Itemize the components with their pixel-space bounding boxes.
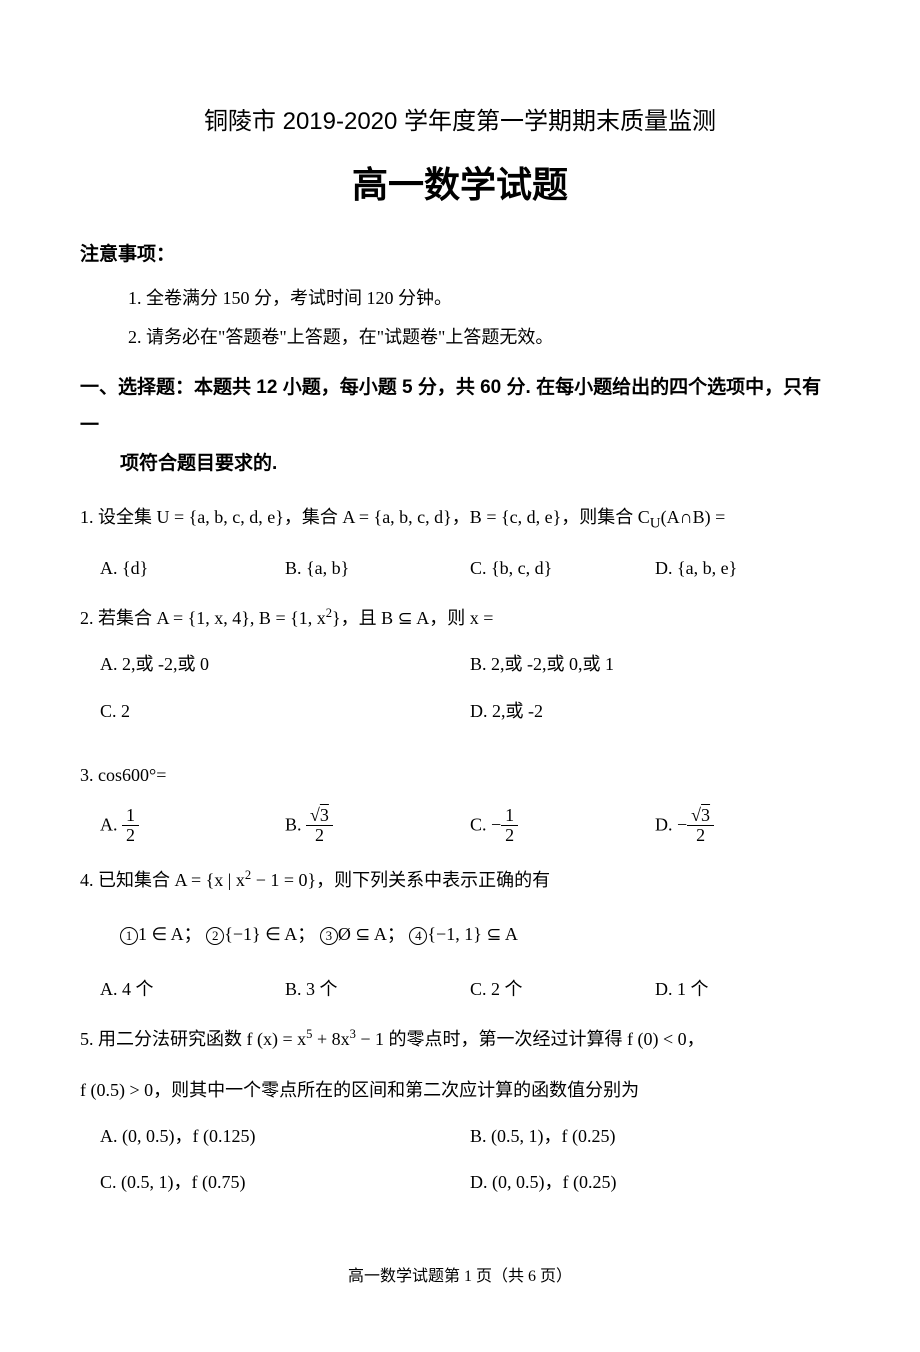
q3-b-label: B. bbox=[285, 814, 306, 834]
q5-opt-c: C. (0.5, 1)，f (0.75) bbox=[100, 1166, 470, 1198]
q3-a-num: 1 bbox=[122, 806, 139, 827]
circled-4-icon: 4 bbox=[409, 927, 427, 945]
question-2: 2. 若集合 A = {1, x, 4}, B = {1, x2}，且 B ⊆ … bbox=[80, 602, 840, 634]
q4-s3: Ø ⊆ A； bbox=[338, 924, 405, 944]
question-1: 1. 设全集 U = {a, b, c, d, e}，集合 A = {a, b,… bbox=[80, 501, 840, 538]
q1-stem-prefix: 1. 设全集 U = {a, b, c, d, e}，集合 A = {a, b,… bbox=[80, 507, 650, 527]
q1-stem-sub: U bbox=[650, 516, 661, 532]
q3-opt-a: A. 12 bbox=[100, 806, 285, 847]
question-3: 3. cos600°= bbox=[80, 759, 840, 791]
q5-l1-prefix: 5. 用二分法研究函数 f (x) = x bbox=[80, 1029, 306, 1049]
section-1-heading: 一、选择题：本题共 12 小题，每小题 5 分，共 60 分. 在每小题给出的四… bbox=[80, 369, 840, 483]
q3-opt-c: C. −12 bbox=[470, 806, 655, 847]
q3-a-label: A. bbox=[100, 814, 122, 834]
q3-b-den: 2 bbox=[306, 826, 333, 846]
q4-opt-a: A. 4 个 bbox=[100, 973, 285, 1005]
q3-b-num: √3 bbox=[306, 806, 333, 827]
q5-l1-suffix: − 1 的零点时，第一次经过计算得 f (0) < 0， bbox=[356, 1029, 705, 1049]
q4-opt-d: D. 1 个 bbox=[655, 973, 840, 1005]
q5-opt-a: A. (0, 0.5)，f (0.125) bbox=[100, 1120, 470, 1152]
q3-options: A. 12 B. √32 C. −12 D. −√32 bbox=[100, 806, 840, 847]
q3-d-den: 2 bbox=[687, 826, 714, 846]
q5-opt-b: B. (0.5, 1)，f (0.25) bbox=[470, 1120, 840, 1152]
q4-s1: 1 ∈ A； bbox=[138, 924, 202, 944]
q4-stem-prefix: 4. 已知集合 A = {x | x bbox=[80, 870, 245, 890]
q5-l1-mid: + 8x bbox=[312, 1029, 349, 1049]
q2-opt-c: C. 2 bbox=[100, 695, 470, 727]
circled-2-icon: 2 bbox=[206, 927, 224, 945]
q1-opt-c: C. {b, c, d} bbox=[470, 552, 655, 584]
question-4: 4. 已知集合 A = {x | x2 − 1 = 0}，则下列关系中表示正确的… bbox=[80, 864, 840, 896]
q5-options: A. (0, 0.5)，f (0.125) B. (0.5, 1)，f (0.2… bbox=[100, 1120, 840, 1213]
question-5-line2: f (0.5) > 0，则其中一个零点所在的区间和第二次应计算的函数值分别为 bbox=[80, 1074, 840, 1106]
q3-d-num: √3 bbox=[687, 806, 714, 827]
q1-opt-a: A. {d} bbox=[100, 552, 285, 584]
q2-stem-prefix: 2. 若集合 A = {1, x, 4}, B = {1, x bbox=[80, 608, 326, 628]
q3-c-num: 1 bbox=[501, 806, 518, 827]
notice-heading: 注意事项： bbox=[80, 238, 840, 272]
q4-stem-suffix: − 1 = 0}，则下列关系中表示正确的有 bbox=[251, 870, 550, 890]
q4-opt-b: B. 3 个 bbox=[285, 973, 470, 1005]
q1-stem-suffix: (A∩B) = bbox=[661, 507, 726, 527]
q3-c-label: C. − bbox=[470, 814, 501, 834]
question-5: 5. 用二分法研究函数 f (x) = x5 + 8x3 − 1 的零点时，第一… bbox=[80, 1023, 840, 1055]
circled-3-icon: 3 bbox=[320, 927, 338, 945]
section-1-line2: 项符合题目要求的. bbox=[120, 453, 277, 474]
q3-opt-b: B. √32 bbox=[285, 806, 470, 847]
q4-s2: {−1} ∈ A； bbox=[224, 924, 315, 944]
q4-statements: 11 ∈ A； 2{−1} ∈ A； 3Ø ⊆ A； 4{−1, 1} ⊆ A bbox=[120, 918, 840, 950]
q1-opt-d: D. {a, b, e} bbox=[655, 552, 840, 584]
exam-title: 高一数学试题 bbox=[80, 153, 840, 218]
q3-a-den: 2 bbox=[122, 826, 139, 846]
q4-opt-c: C. 2 个 bbox=[470, 973, 655, 1005]
q2-opt-d: D. 2,或 -2 bbox=[470, 695, 840, 727]
q2-stem-suffix: }，且 B ⊆ A，则 x = bbox=[332, 608, 493, 628]
q2-opt-b: B. 2,或 -2,或 0,或 1 bbox=[470, 648, 840, 680]
q3-c-den: 2 bbox=[501, 826, 518, 846]
q4-s4: {−1, 1} ⊆ A bbox=[427, 924, 518, 944]
exam-header: 铜陵市 2019-2020 学年度第一学期期末质量监测 bbox=[80, 100, 840, 143]
q5-opt-d: D. (0, 0.5)，f (0.25) bbox=[470, 1166, 840, 1198]
section-1-line1: 一、选择题：本题共 12 小题，每小题 5 分，共 60 分. 在每小题给出的四… bbox=[80, 377, 821, 436]
circled-1-icon: 1 bbox=[120, 927, 138, 945]
q1-options: A. {d} B. {a, b} C. {b, c, d} D. {a, b, … bbox=[100, 552, 840, 584]
q4-options: A. 4 个 B. 3 个 C. 2 个 D. 1 个 bbox=[100, 973, 840, 1005]
q1-opt-b: B. {a, b} bbox=[285, 552, 470, 584]
q3-d-label: D. − bbox=[655, 814, 687, 834]
notice-item-1: 1. 全卷满分 150 分，考试时间 120 分钟。 bbox=[128, 282, 840, 314]
notice-item-2: 2. 请务必在"答题卷"上答题，在"试题卷"上答题无效。 bbox=[128, 321, 840, 353]
q2-options: A. 2,或 -2,或 0 B. 2,或 -2,或 0,或 1 C. 2 D. … bbox=[100, 648, 840, 741]
page-footer: 高一数学试题第 1 页（共 6 页） bbox=[80, 1263, 840, 1292]
q3-opt-d: D. −√32 bbox=[655, 806, 840, 847]
q2-opt-a: A. 2,或 -2,或 0 bbox=[100, 648, 470, 680]
